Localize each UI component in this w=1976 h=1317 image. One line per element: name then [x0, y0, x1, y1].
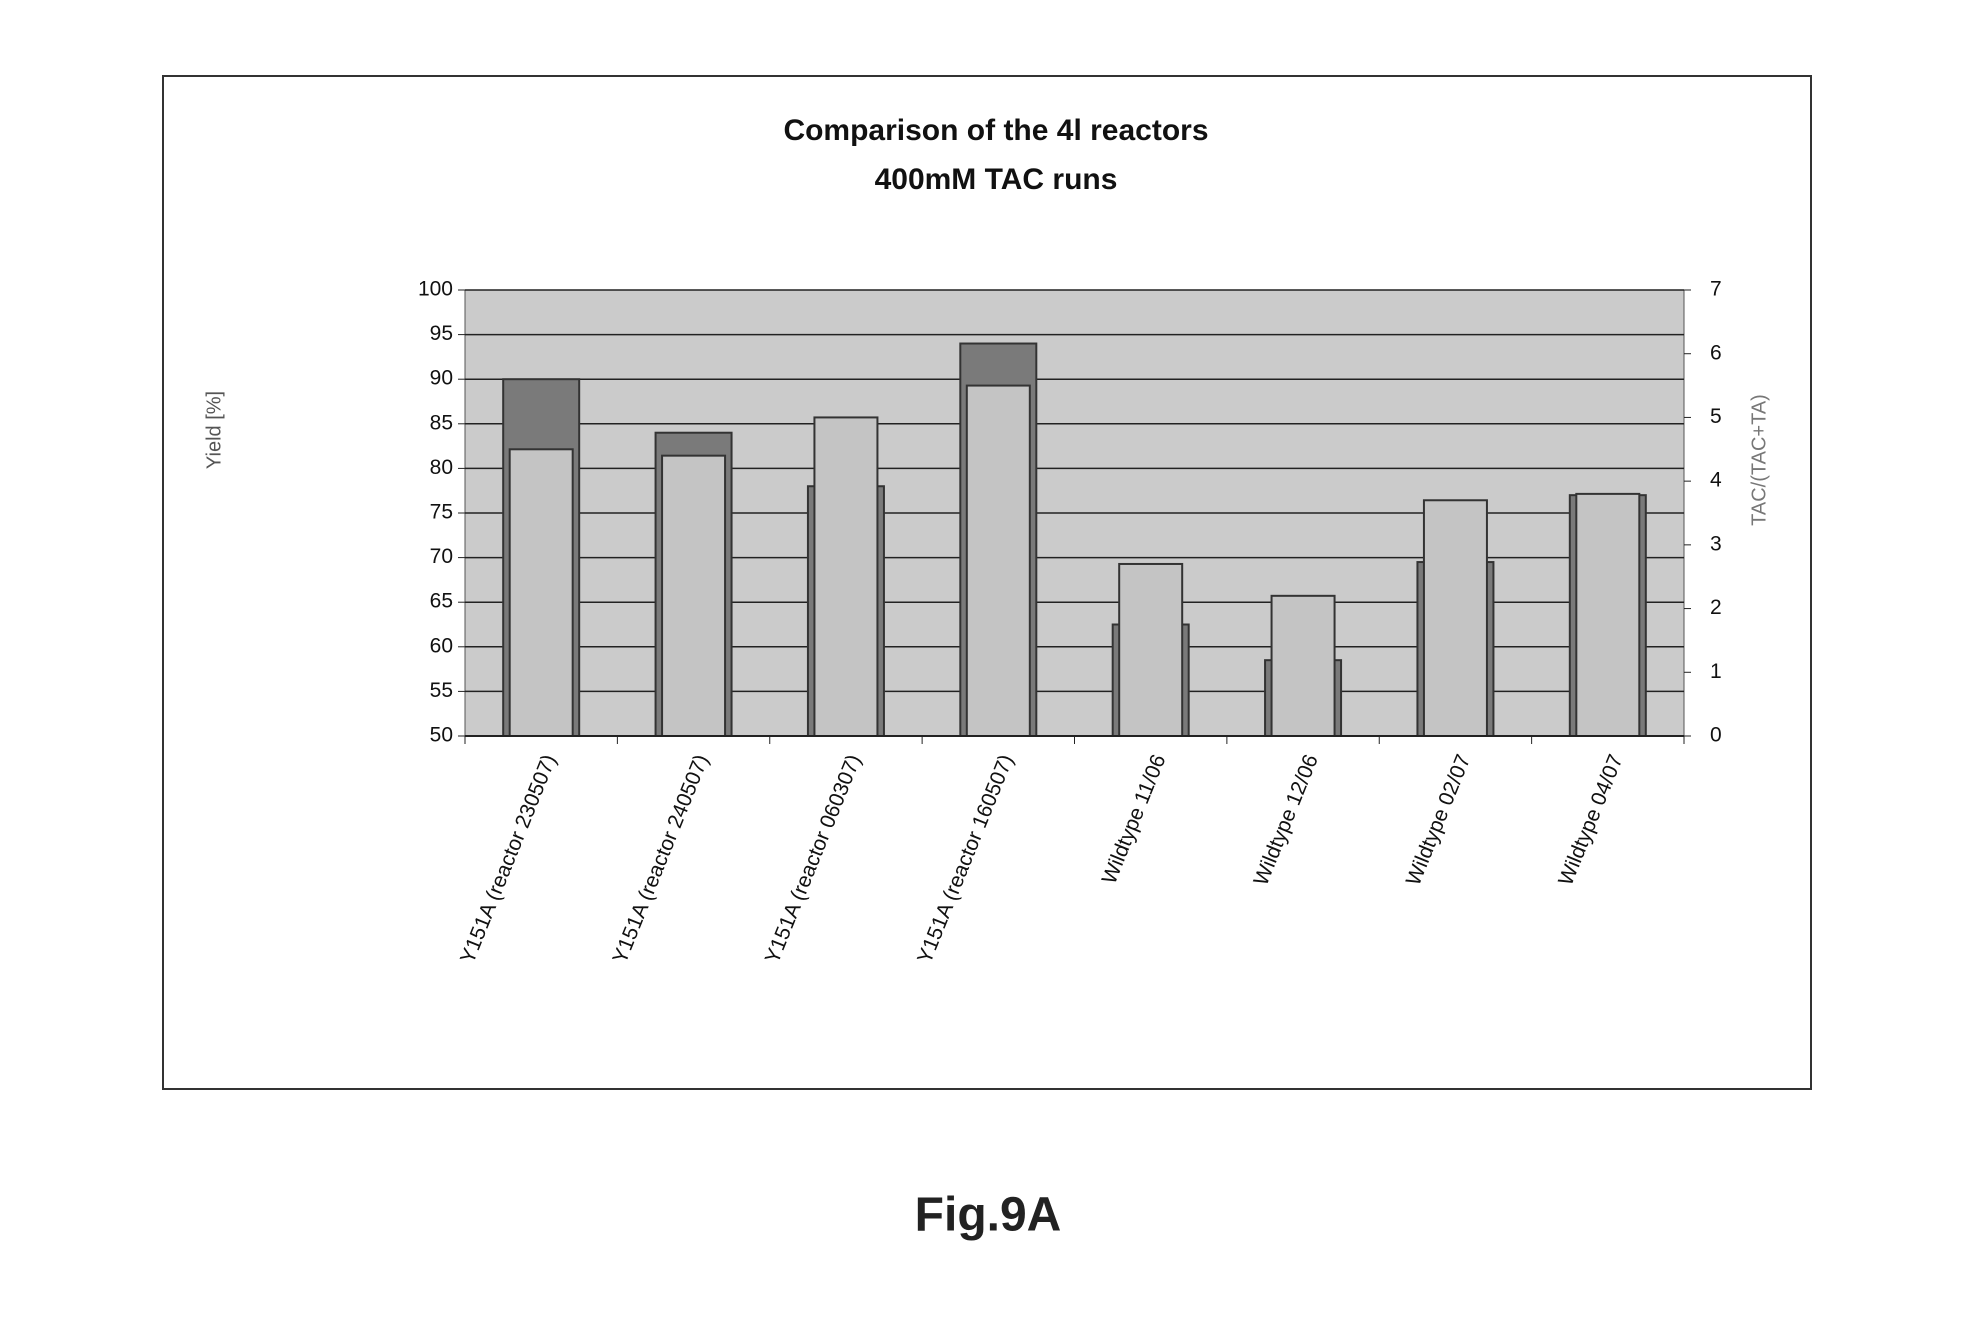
y-tick-label: 70: [430, 545, 453, 568]
bar: [1576, 494, 1639, 736]
y2-tick-label: 3: [1710, 532, 1722, 555]
y-tick-label: 60: [430, 634, 453, 657]
bar: [510, 449, 573, 736]
y2-tick-label: 5: [1710, 405, 1722, 428]
page: Comparison of the 4l reactors 400mM TAC …: [0, 0, 1976, 1317]
y-tick-label: 65: [430, 590, 453, 613]
y-tick-label: 55: [430, 679, 453, 702]
y2-tick-label: 6: [1710, 341, 1722, 364]
chart-title: Comparison of the 4l reactors: [783, 114, 1208, 147]
y2-tick-label: 2: [1710, 596, 1722, 619]
bar: [1272, 596, 1335, 736]
y-axis-label: Yield [%]: [203, 391, 225, 469]
y-tick-label: 50: [430, 724, 453, 747]
y2-tick-label: 4: [1710, 469, 1722, 492]
bar: [662, 456, 725, 736]
figure-label: Fig.9A: [915, 1189, 1062, 1242]
chart-subtitle: 400mM TAC runs: [875, 163, 1118, 196]
y-tick-label: 95: [430, 322, 453, 345]
y2-axis-label: TAC/(TAC+TA): [1748, 394, 1770, 526]
y-tick-label: 80: [430, 456, 453, 479]
bar: [814, 417, 877, 736]
y-tick-label: 100: [418, 278, 453, 301]
y-tick-label: 75: [430, 501, 453, 524]
y2-tick-label: 1: [1710, 660, 1722, 683]
y-tick-label: 85: [430, 411, 453, 434]
y2-tick-label: 0: [1710, 724, 1722, 747]
y-tick-label: 90: [430, 367, 453, 390]
bar: [1119, 564, 1182, 736]
y2-tick-label: 7: [1710, 278, 1722, 301]
bar: [967, 386, 1030, 736]
bar: [1424, 500, 1487, 736]
